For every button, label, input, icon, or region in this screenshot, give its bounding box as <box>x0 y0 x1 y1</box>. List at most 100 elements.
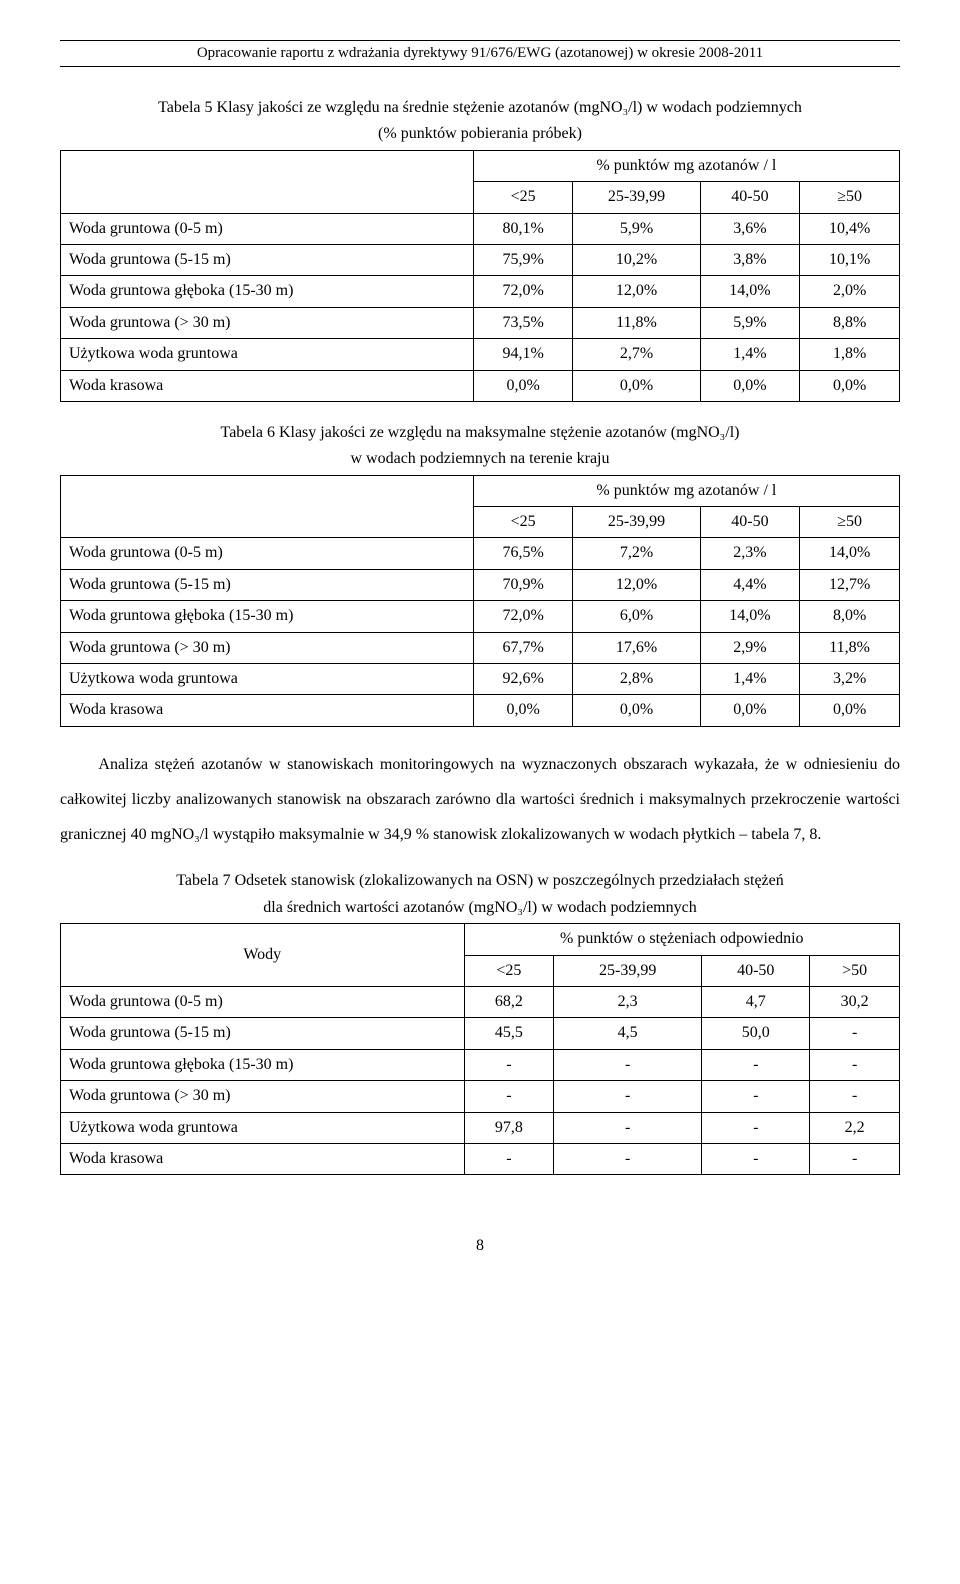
table5-caption-line1: Tabela 5 Klasy jakości ze względu na śre… <box>60 97 900 119</box>
cell: 12,0% <box>573 569 700 600</box>
table-row: Woda gruntowa (5-15 m)70,9%12,0%4,4%12,7… <box>61 569 900 600</box>
table-row: Użytkowa woda gruntowa92,6%2,8%1,4%3,2% <box>61 664 900 695</box>
cell: 76,5% <box>473 538 573 569</box>
analysis-paragraph: Analiza stężeń azotanów w stanowiskach m… <box>60 747 900 853</box>
row-label: Woda krasowa <box>61 370 474 401</box>
row-label: Woda gruntowa (> 30 m) <box>61 1081 465 1112</box>
cell: 70,9% <box>473 569 573 600</box>
cell: 14,0% <box>700 601 800 632</box>
col-header: <25 <box>473 182 573 213</box>
table5: % punktów mg azotanów / l <25 25-39,99 4… <box>60 150 900 402</box>
cell: 5,9% <box>700 307 800 338</box>
cell: 75,9% <box>473 244 573 275</box>
table5-caption-line2: (% punktów pobierania próbek) <box>60 123 900 145</box>
cell: 2,9% <box>700 632 800 663</box>
cell: - <box>702 1081 810 1112</box>
cell: 6,0% <box>573 601 700 632</box>
row-label: Woda krasowa <box>61 1143 465 1174</box>
table-row: % punktów mg azotanów / l <box>61 475 900 506</box>
table-row: Woda gruntowa głęboka (15-30 m)72,0%6,0%… <box>61 601 900 632</box>
table5-superheader: % punktów mg azotanów / l <box>473 150 899 181</box>
cell: 0,0% <box>800 370 900 401</box>
cell: 0,0% <box>573 695 700 726</box>
table-row: Wody % punktów o stężeniach odpowiednio <box>61 924 900 955</box>
cell: 8,0% <box>800 601 900 632</box>
row-label: Woda gruntowa (> 30 m) <box>61 632 474 663</box>
cell: 97,8 <box>464 1112 554 1143</box>
cell: 0,0% <box>700 695 800 726</box>
table6-superheader: % punktów mg azotanów / l <box>473 475 899 506</box>
cell: 80,1% <box>473 213 573 244</box>
table-row: Woda gruntowa (> 30 m)67,7%17,6%2,9%11,8… <box>61 632 900 663</box>
cell: 2,7% <box>573 339 700 370</box>
cell: 30,2 <box>810 986 900 1017</box>
cell: 5,9% <box>573 213 700 244</box>
row-header-label: Wody <box>61 924 465 987</box>
page-number: 8 <box>60 1235 900 1257</box>
cell: - <box>810 1143 900 1174</box>
cell: 67,7% <box>473 632 573 663</box>
cell: 10,4% <box>800 213 900 244</box>
cell: 45,5 <box>464 1018 554 1049</box>
table-row: Woda krasowa---- <box>61 1143 900 1174</box>
cell: 1,4% <box>700 664 800 695</box>
cell: 1,4% <box>700 339 800 370</box>
cell: 0,0% <box>700 370 800 401</box>
cell: 11,8% <box>800 632 900 663</box>
cell: 14,0% <box>700 276 800 307</box>
col-header: <25 <box>464 955 554 986</box>
cell: 0,0% <box>473 695 573 726</box>
cell: 2,0% <box>800 276 900 307</box>
cell: - <box>554 1143 702 1174</box>
row-label: Użytkowa woda gruntowa <box>61 1112 465 1143</box>
cell: 0,0% <box>800 695 900 726</box>
table-row: Woda gruntowa (0-5 m)68,22,34,730,2 <box>61 986 900 1017</box>
table6-caption-line2: w wodach podziemnych na terenie kraju <box>60 448 900 470</box>
cell: 72,0% <box>473 601 573 632</box>
cell: 73,5% <box>473 307 573 338</box>
table-row: Użytkowa woda gruntowa97,8--2,2 <box>61 1112 900 1143</box>
cell: 11,8% <box>573 307 700 338</box>
cell: 92,6% <box>473 664 573 695</box>
table-row: Woda gruntowa (> 30 m)73,5%11,8%5,9%8,8% <box>61 307 900 338</box>
table7: Wody % punktów o stężeniach odpowiednio … <box>60 923 900 1175</box>
cell: 17,6% <box>573 632 700 663</box>
row-label: Woda gruntowa (0-5 m) <box>61 986 465 1017</box>
table-row: Woda gruntowa głęboka (15-30 m)---- <box>61 1049 900 1080</box>
cell: 3,6% <box>700 213 800 244</box>
cell: - <box>464 1081 554 1112</box>
table-row: Woda krasowa0,0%0,0%0,0%0,0% <box>61 695 900 726</box>
row-label: Użytkowa woda gruntowa <box>61 664 474 695</box>
col-header: ≥50 <box>800 507 900 538</box>
table-row: Użytkowa woda gruntowa94,1%2,7%1,4%1,8% <box>61 339 900 370</box>
cell: - <box>702 1049 810 1080</box>
cell: 68,2 <box>464 986 554 1017</box>
col-header: ≥50 <box>800 182 900 213</box>
cell: - <box>702 1112 810 1143</box>
table6-caption-line1: Tabela 6 Klasy jakości ze względu na mak… <box>60 422 900 444</box>
row-label: Woda gruntowa (5-15 m) <box>61 244 474 275</box>
table-row: Woda gruntowa (> 30 m)---- <box>61 1081 900 1112</box>
cell: 50,0 <box>702 1018 810 1049</box>
row-label: Woda gruntowa (0-5 m) <box>61 538 474 569</box>
table7-caption-line1: Tabela 7 Odsetek stanowisk (zlokalizowan… <box>60 870 900 892</box>
cell: 4,5 <box>554 1018 702 1049</box>
row-label: Woda gruntowa głęboka (15-30 m) <box>61 601 474 632</box>
row-label: Woda gruntowa (> 30 m) <box>61 307 474 338</box>
cell: - <box>464 1049 554 1080</box>
table7-superheader: % punktów o stężeniach odpowiednio <box>464 924 899 955</box>
cell: - <box>464 1143 554 1174</box>
cell: 7,2% <box>573 538 700 569</box>
cell: 8,8% <box>800 307 900 338</box>
cell: 2,3 <box>554 986 702 1017</box>
cell: 3,2% <box>800 664 900 695</box>
cell: 1,8% <box>800 339 900 370</box>
col-header: 40-50 <box>700 182 800 213</box>
cell: 0,0% <box>573 370 700 401</box>
cell: 12,0% <box>573 276 700 307</box>
row-label: Woda gruntowa (5-15 m) <box>61 1018 465 1049</box>
cell: - <box>810 1049 900 1080</box>
cell: 4,4% <box>700 569 800 600</box>
col-header: 25-39,99 <box>573 182 700 213</box>
cell: 12,7% <box>800 569 900 600</box>
